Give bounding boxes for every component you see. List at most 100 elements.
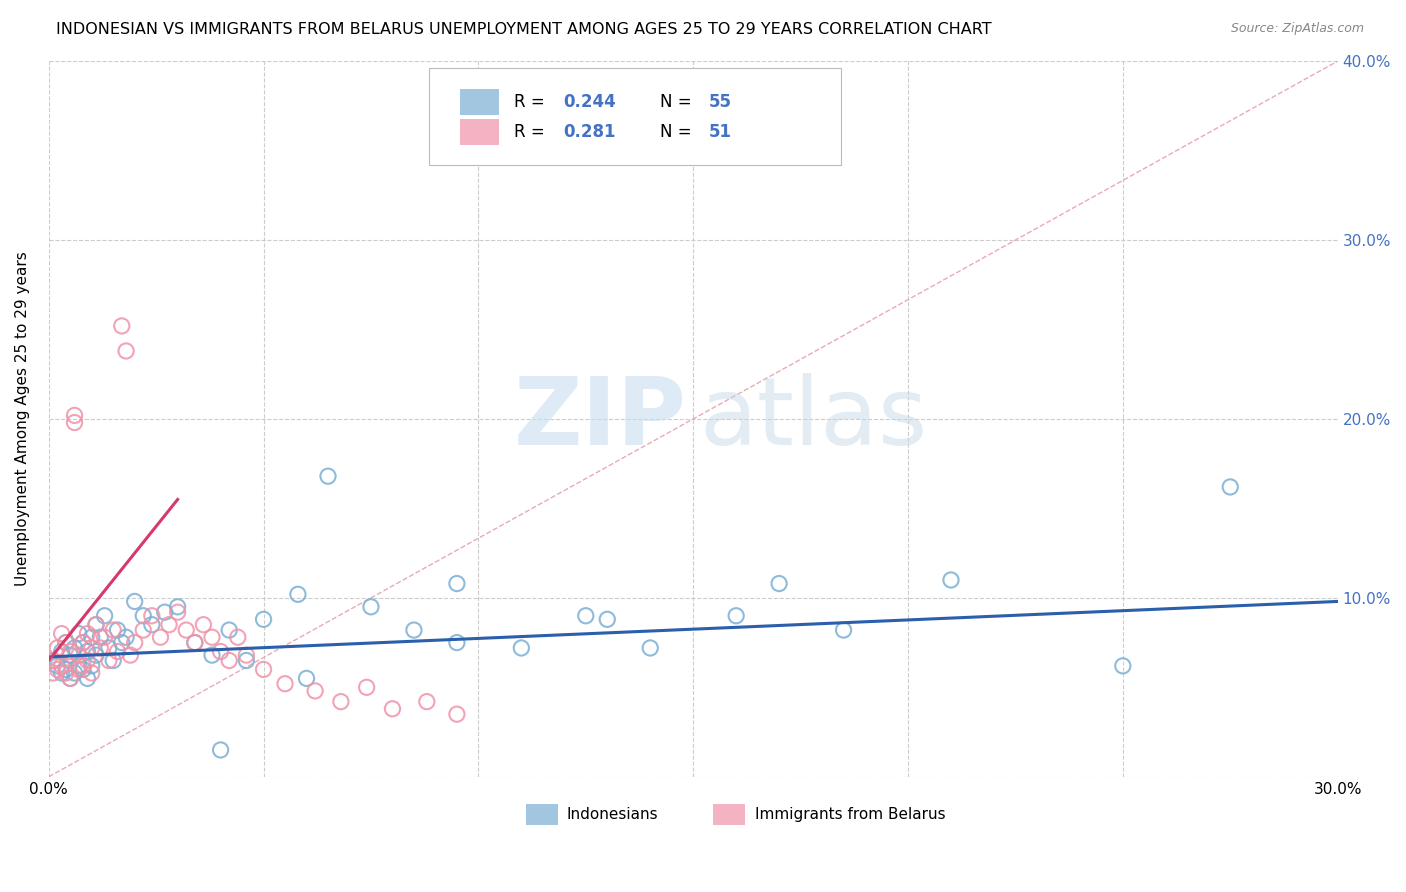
Point (55, 635, 77, 649)
Text: 55: 55 (709, 93, 731, 111)
Point (141, 608, 163, 623)
Point (59, 672, 82, 686)
Point (360, 599, 382, 614)
Point (59, 644, 82, 658)
Text: Source: ZipAtlas.com: Source: ZipAtlas.com (1230, 22, 1364, 36)
Point (111, 318, 134, 333)
Point (157, 617, 180, 632)
Point (80, 665, 103, 680)
Point (59, 672, 82, 686)
Point (55, 662, 77, 676)
Point (51, 644, 73, 658)
Text: 0.281: 0.281 (562, 123, 616, 141)
Text: 0.244: 0.244 (562, 93, 616, 111)
Point (252, 662, 274, 676)
Point (1219, 480, 1241, 494)
Point (93, 608, 115, 623)
Point (51, 658, 73, 673)
Point (446, 576, 468, 591)
Point (768, 576, 790, 591)
Text: INDONESIAN VS IMMIGRANTS FROM BELARUS UNEMPLOYMENT AMONG AGES 25 TO 29 YEARS COR: INDONESIAN VS IMMIGRANTS FROM BELARUS UN… (56, 22, 991, 37)
Point (329, 695, 352, 709)
Point (184, 635, 207, 649)
Point (80, 630, 103, 644)
Point (124, 635, 146, 649)
FancyBboxPatch shape (460, 120, 499, 145)
Point (67, 648, 90, 662)
Point (287, 587, 309, 601)
Text: ZIP: ZIP (513, 373, 686, 465)
Point (42, 653, 65, 667)
Point (218, 623, 240, 637)
Point (84, 617, 107, 632)
Point (76, 644, 98, 658)
Point (115, 630, 138, 644)
Point (132, 623, 155, 637)
Point (209, 644, 232, 658)
Point (939, 573, 962, 587)
Point (316, 469, 339, 483)
Point (80, 640, 103, 655)
Point (63, 409, 86, 423)
Point (209, 743, 232, 757)
Point (235, 653, 257, 667)
Point (63, 640, 86, 655)
Point (402, 623, 425, 637)
Y-axis label: Unemployment Among Ages 25 to 29 years: Unemployment Among Ages 25 to 29 years (15, 252, 30, 586)
Point (235, 648, 257, 662)
Point (832, 623, 855, 637)
Point (55, 635, 77, 649)
Point (166, 599, 188, 614)
FancyBboxPatch shape (460, 89, 499, 115)
FancyBboxPatch shape (713, 804, 745, 825)
Point (274, 677, 297, 691)
Point (132, 608, 155, 623)
Point (575, 608, 598, 623)
Text: R =: R = (515, 123, 550, 141)
Point (46, 662, 69, 676)
Point (72, 635, 94, 649)
Point (107, 623, 129, 637)
Point (184, 635, 207, 649)
Point (80, 658, 103, 673)
Point (201, 630, 224, 644)
Point (63, 665, 86, 680)
Point (149, 630, 172, 644)
Text: N =: N = (659, 123, 696, 141)
Point (725, 608, 748, 623)
Point (120, 648, 142, 662)
Point (42, 653, 65, 667)
Point (124, 594, 146, 608)
Point (446, 635, 468, 649)
Point (76, 626, 98, 640)
Text: Immigrants from Belarus: Immigrants from Belarus (755, 807, 946, 822)
Point (596, 612, 619, 626)
Point (97, 640, 120, 655)
Point (42, 665, 65, 680)
Point (72, 635, 94, 649)
Text: Indonesians: Indonesians (567, 807, 658, 822)
Point (446, 707, 468, 722)
Point (76, 672, 98, 686)
Point (55, 665, 77, 680)
Point (166, 605, 188, 619)
Text: 51: 51 (709, 123, 731, 141)
Point (252, 612, 274, 626)
Point (103, 623, 125, 637)
Point (174, 623, 197, 637)
Point (218, 653, 240, 667)
Point (416, 695, 439, 709)
Point (107, 644, 129, 658)
Point (295, 672, 318, 686)
Point (356, 681, 378, 695)
Point (67, 658, 90, 673)
Point (153, 605, 176, 619)
Point (84, 648, 107, 662)
Point (76, 653, 98, 667)
Point (381, 702, 404, 716)
FancyBboxPatch shape (429, 69, 841, 165)
Point (97, 653, 120, 667)
Text: atlas: atlas (700, 373, 928, 465)
Point (72, 662, 94, 676)
FancyBboxPatch shape (526, 804, 558, 825)
